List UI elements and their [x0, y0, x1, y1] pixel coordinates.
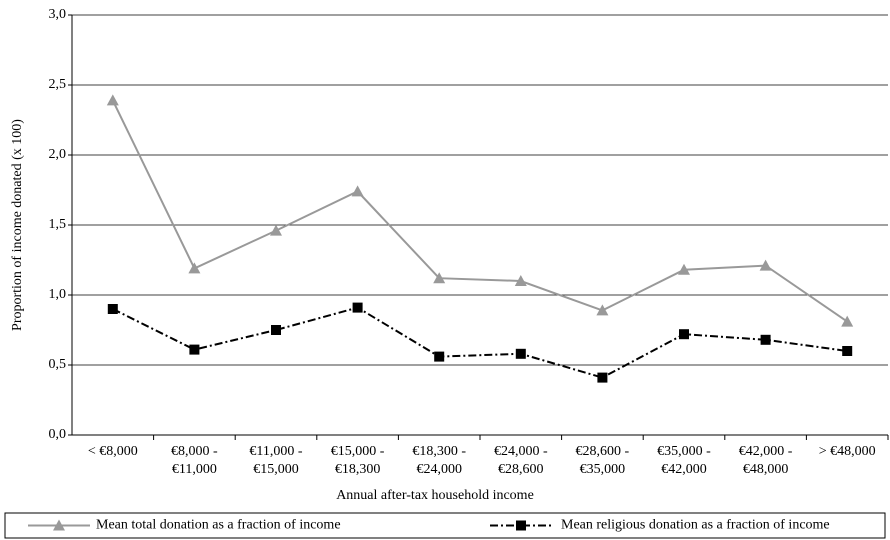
marker-square [107, 304, 118, 314]
marker-triangle [596, 304, 609, 316]
x-axis-label: Annual after-tax household income [336, 488, 534, 503]
marker-triangle [841, 315, 854, 327]
y-tick-label: 3,0 [49, 7, 67, 22]
series-line [111, 99, 848, 323]
marker-triangle [433, 272, 446, 284]
marker-square [516, 520, 526, 531]
y-tick-label: 2,5 [49, 77, 67, 92]
x-tick-label: > €48,000 [818, 444, 876, 459]
marker-square [842, 346, 853, 356]
marker-triangle [188, 262, 201, 274]
x-tick-label: €28,600 - €35,000 [575, 444, 630, 477]
marker-triangle [106, 94, 119, 106]
x-tick-label: €24,000 - €28,600 [493, 444, 548, 477]
marker-square [189, 344, 200, 355]
y-tick-label: 0,5 [49, 357, 67, 372]
marker-triangle [351, 185, 364, 197]
marker-triangle [678, 263, 690, 275]
legend-label: Mean religious donation as a fraction of… [561, 518, 830, 533]
y-tick-label: 2,0 [49, 147, 67, 162]
x-tick-label: €15,000 - €18,300 [330, 444, 385, 477]
legend-label: Mean total donation as a fraction of inc… [96, 518, 341, 533]
y-axis-label: Proportion of income donated (x 100) [10, 119, 25, 331]
legend-box [4, 512, 886, 539]
marker-square [515, 348, 526, 359]
y-tick-label: 1,0 [49, 287, 67, 302]
marker-triangle [53, 519, 65, 531]
marker-square [679, 329, 689, 340]
marker-square [271, 325, 281, 335]
marker-triangle [270, 224, 282, 236]
x-tick-label: €11,000 - €15,000 [249, 444, 303, 477]
y-tick-label: 1,5 [49, 217, 67, 232]
x-tick-label: €8,000 - €11,000 [171, 444, 218, 477]
marker-triangle [759, 259, 772, 271]
marker-triangle [514, 275, 527, 286]
marker-square [760, 334, 771, 345]
x-tick-label: €18,300 - €24,000 [412, 444, 467, 477]
marker-square [597, 372, 608, 383]
marker-square [434, 351, 445, 362]
y-tick-label: 0,0 [49, 427, 67, 442]
x-tick-label: €35,000 - €42,000 [657, 444, 711, 477]
x-tick-label: €42,000 - €48,000 [738, 444, 793, 477]
series-line [112, 306, 848, 379]
marker-square [352, 302, 363, 313]
x-tick-label: < €8,000 [87, 444, 138, 459]
